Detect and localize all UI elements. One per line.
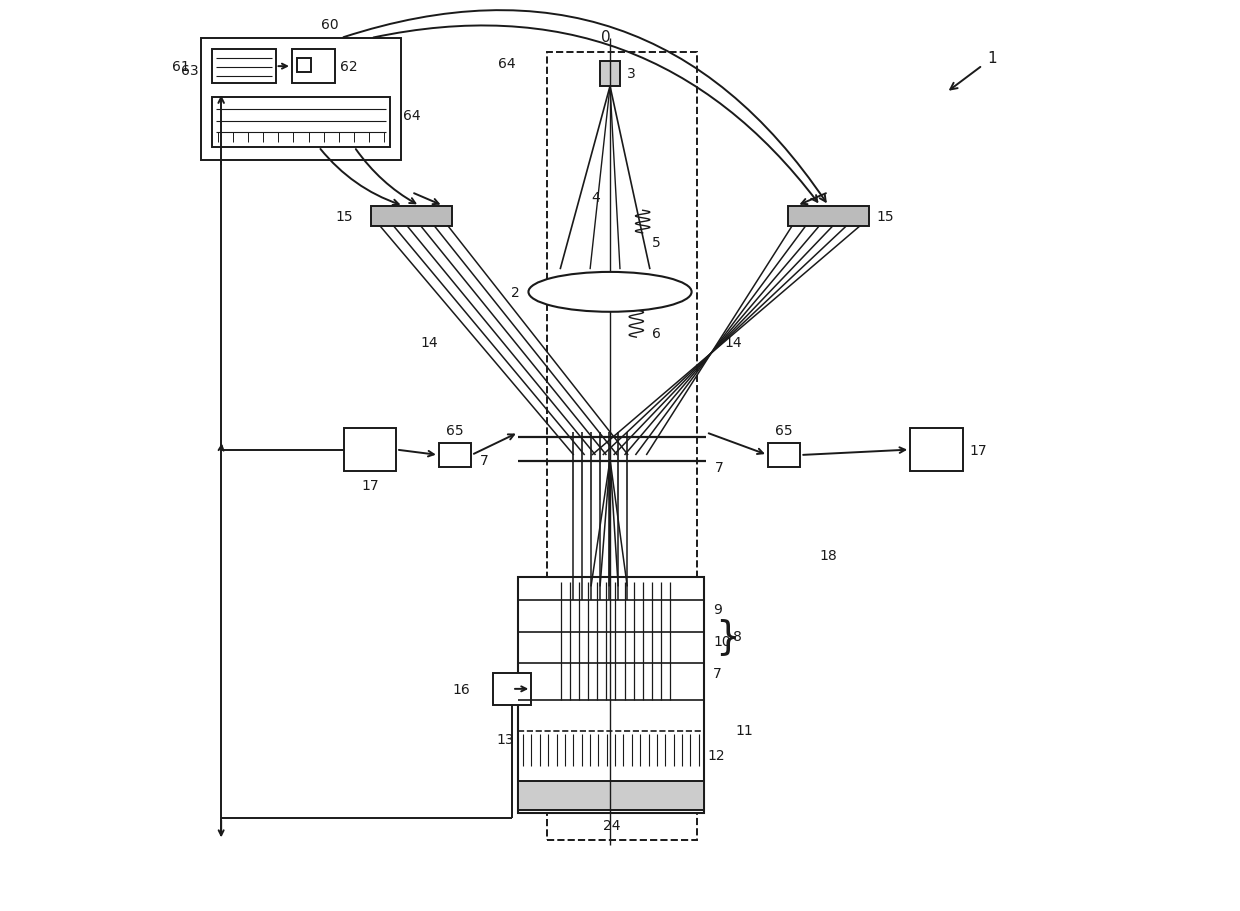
FancyArrowPatch shape: [356, 150, 415, 204]
Bar: [291, 50, 335, 84]
Bar: [201, 39, 401, 161]
Text: 15: 15: [335, 210, 352, 223]
Text: 6: 6: [652, 326, 661, 340]
Text: 9: 9: [713, 602, 722, 617]
Text: }: }: [715, 618, 740, 656]
Text: 11: 11: [735, 722, 753, 737]
Text: 65: 65: [775, 423, 792, 437]
Bar: [343, 428, 396, 472]
Text: 61: 61: [171, 60, 190, 74]
Text: 3: 3: [627, 67, 636, 81]
Text: 18: 18: [820, 548, 837, 562]
Bar: [298, 59, 311, 74]
Text: 17: 17: [361, 478, 378, 492]
Text: 7: 7: [715, 460, 724, 475]
Text: 64: 64: [403, 109, 422, 123]
Bar: [371, 207, 453, 227]
Text: 8: 8: [733, 630, 743, 643]
Bar: [212, 97, 389, 148]
Text: 16: 16: [453, 682, 470, 696]
Text: 65: 65: [446, 423, 464, 437]
Bar: [787, 207, 869, 227]
Text: 0: 0: [600, 30, 610, 45]
Text: 12: 12: [708, 748, 725, 762]
Text: 24: 24: [603, 818, 620, 832]
Text: 10: 10: [713, 634, 732, 648]
Text: 4: 4: [591, 190, 600, 204]
Text: 5: 5: [652, 236, 661, 250]
Ellipse shape: [528, 272, 692, 312]
Bar: [518, 782, 704, 811]
Text: 63: 63: [181, 64, 198, 77]
Text: 62: 62: [340, 60, 357, 74]
Text: 64: 64: [497, 57, 516, 71]
FancyArrowPatch shape: [343, 11, 826, 202]
Bar: [518, 578, 704, 814]
Text: 7: 7: [480, 453, 489, 467]
Bar: [212, 50, 275, 84]
Text: 7: 7: [713, 666, 722, 680]
Text: 17: 17: [970, 443, 987, 457]
Bar: [910, 428, 962, 472]
Text: 60: 60: [321, 18, 339, 33]
Text: 1: 1: [987, 51, 997, 67]
Text: 14: 14: [420, 335, 438, 349]
Bar: [494, 673, 531, 705]
Bar: [768, 444, 800, 467]
Text: 13: 13: [496, 732, 513, 746]
FancyArrowPatch shape: [320, 149, 399, 206]
Bar: [600, 62, 620, 87]
Bar: [548, 53, 697, 840]
Text: 2: 2: [511, 285, 520, 300]
Bar: [439, 444, 471, 467]
FancyArrowPatch shape: [373, 26, 817, 202]
Text: 14: 14: [724, 335, 742, 349]
Text: 15: 15: [877, 210, 894, 223]
